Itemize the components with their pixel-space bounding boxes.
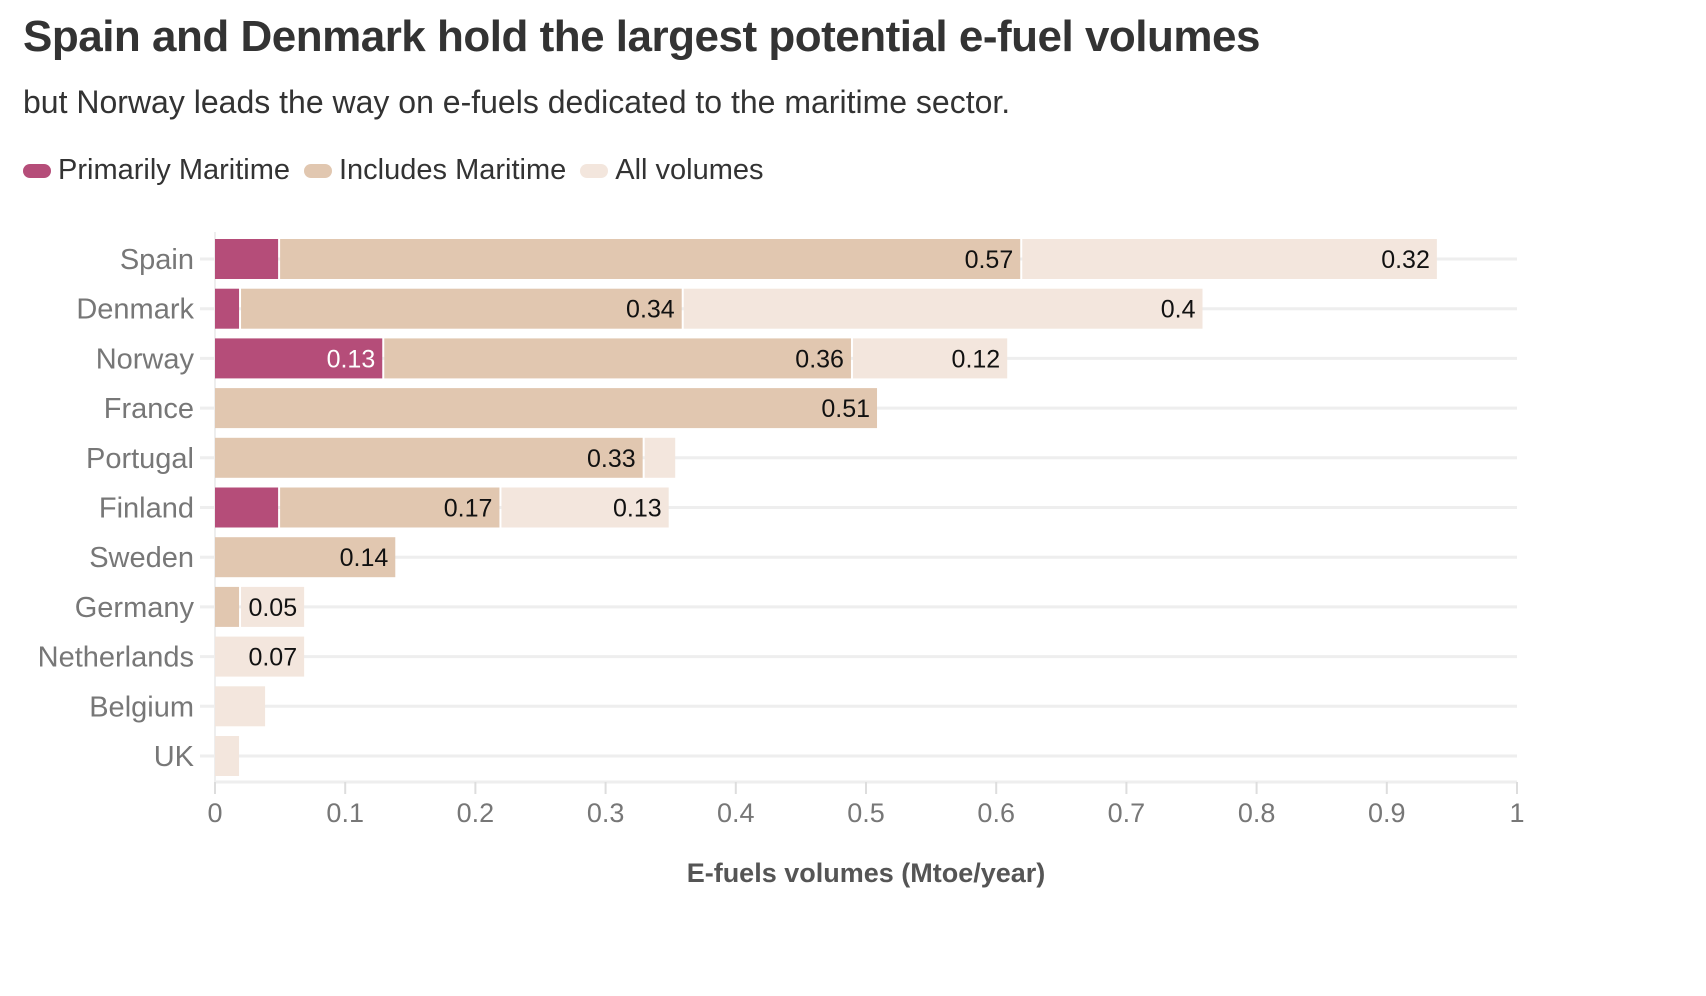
bar-segment: [215, 537, 396, 578]
bar-segment: [644, 437, 676, 478]
legend-label: Includes Maritime: [339, 154, 567, 186]
bar-segment: [215, 636, 305, 677]
data-label: 0.13: [327, 345, 376, 373]
bar-segment: [501, 487, 669, 528]
bar-segment: [1022, 239, 1437, 279]
legend-label: All volumes: [615, 154, 764, 186]
category-label: UK: [154, 741, 195, 773]
x-tick-label: 0.4: [717, 798, 755, 828]
bar-segment: [683, 288, 1203, 329]
data-label: 0.13: [613, 495, 662, 523]
category-label: Germany: [75, 592, 195, 624]
x-tick-label: 0.9: [1368, 798, 1406, 828]
data-label: 0.32: [1381, 246, 1430, 274]
legend: Primarily Maritime Includes Maritime All…: [23, 154, 764, 187]
bar-segment: [384, 338, 851, 379]
x-tick-label: 0.8: [1238, 798, 1276, 828]
x-tick-label: 0.1: [326, 798, 364, 828]
bar-segment: [215, 487, 279, 528]
legend-item-primarily-maritime: Primarily Maritime: [23, 154, 290, 187]
bar-segment: [280, 239, 1021, 279]
bar-segment: [215, 437, 643, 478]
bar-segment: [215, 686, 266, 727]
bar-segment: [215, 288, 240, 329]
legend-swatch: [304, 163, 332, 178]
x-tick-label: 0.6: [977, 798, 1015, 828]
x-tick-label: 0.7: [1108, 798, 1146, 828]
data-label: 0.4: [1161, 296, 1196, 324]
legend-swatch: [580, 163, 609, 178]
data-label: 0.36: [795, 345, 844, 373]
data-label: 0.57: [965, 246, 1014, 274]
data-label: 0.14: [340, 544, 389, 572]
bar-segment: [215, 338, 383, 379]
bar-segment: [215, 388, 878, 429]
data-label: 0.34: [626, 296, 675, 324]
category-label: Denmark: [76, 294, 194, 326]
bar-segment: [215, 736, 240, 776]
category-label: Norway: [96, 343, 195, 375]
data-label: 0.05: [248, 594, 297, 622]
chart-subtitle: but Norway leads the way on e-fuels dedi…: [23, 84, 1011, 120]
x-axis-title: E-fuels volumes (Mtoe/year): [687, 858, 1046, 888]
data-label: 0.07: [248, 644, 297, 672]
x-tick-label: 1: [1509, 798, 1524, 828]
data-label: 0.33: [587, 445, 636, 473]
category-label: Finland: [99, 493, 194, 525]
legend-swatch: [23, 163, 51, 178]
data-label: 0.12: [952, 345, 1001, 373]
bar-segment: [852, 338, 1008, 379]
x-tick-label: 0: [207, 798, 222, 828]
legend-label: Primarily Maritime: [58, 154, 290, 186]
category-label: Spain: [120, 244, 194, 276]
x-tick-label: 0.5: [847, 798, 885, 828]
category-label: Belgium: [89, 691, 194, 723]
category-label: Netherlands: [38, 642, 194, 674]
legend-item-includes-maritime: Includes Maritime: [304, 154, 566, 187]
data-label: 0.51: [821, 395, 870, 423]
category-label: France: [104, 393, 194, 425]
bar-segment: [215, 586, 240, 627]
bar-segment: [241, 288, 682, 329]
bar-segment: [215, 239, 279, 279]
chart-title: Spain and Denmark hold the largest poten…: [23, 12, 1260, 61]
x-tick-label: 0.3: [587, 798, 625, 828]
data-label: 0.17: [444, 495, 493, 523]
bar-segment: [280, 487, 500, 528]
bar-segment: [241, 586, 305, 627]
x-tick-label: 0.2: [457, 798, 495, 828]
category-label: Portugal: [86, 443, 194, 475]
legend-item-all-volumes: All volumes: [580, 154, 764, 187]
category-label: Sweden: [89, 542, 194, 574]
